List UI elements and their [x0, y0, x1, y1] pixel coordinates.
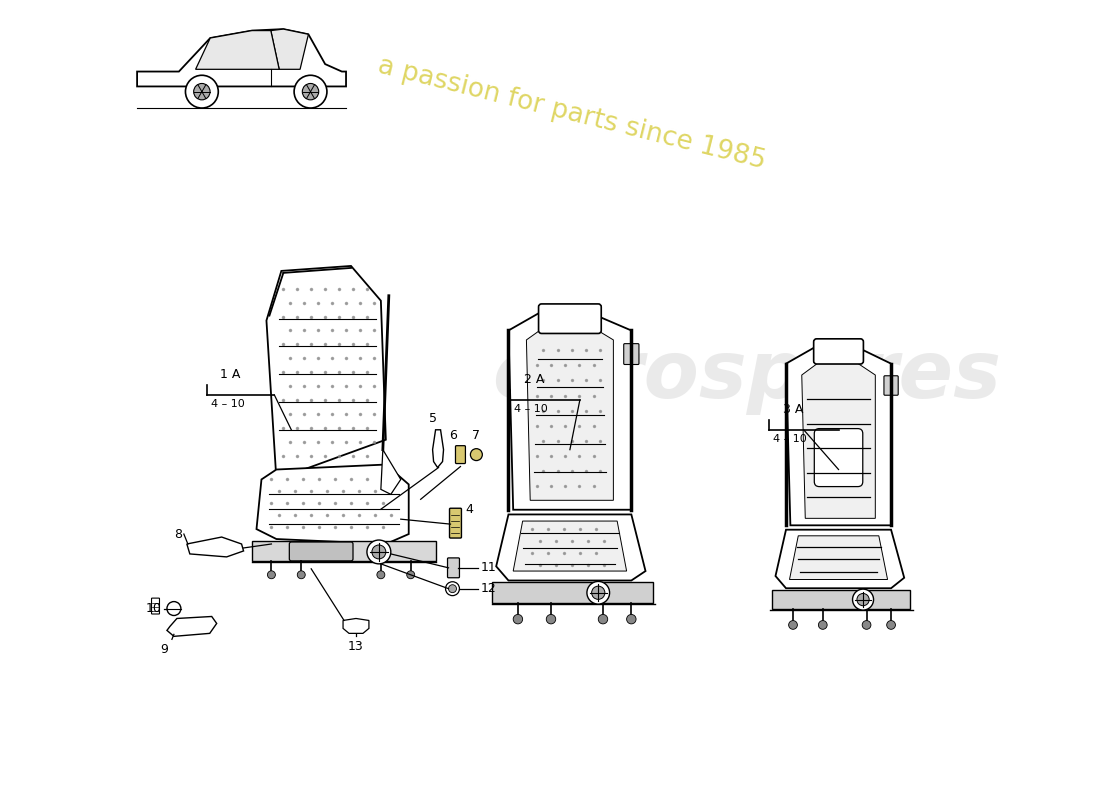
Text: 7: 7 [472, 429, 481, 442]
Circle shape [372, 545, 386, 559]
FancyBboxPatch shape [884, 376, 899, 395]
Text: a passion for parts since 1985: a passion for parts since 1985 [375, 53, 769, 175]
FancyBboxPatch shape [252, 541, 436, 561]
Polygon shape [138, 29, 346, 86]
Circle shape [167, 602, 180, 615]
Polygon shape [256, 465, 409, 544]
Circle shape [789, 621, 797, 630]
Circle shape [887, 621, 895, 630]
Circle shape [862, 621, 871, 630]
Text: 3 A: 3 A [783, 403, 803, 416]
Polygon shape [790, 536, 888, 579]
Circle shape [294, 75, 327, 108]
FancyBboxPatch shape [539, 304, 602, 334]
Text: 10: 10 [146, 602, 162, 615]
Polygon shape [776, 530, 904, 588]
Polygon shape [196, 30, 279, 70]
FancyBboxPatch shape [772, 590, 911, 610]
Polygon shape [802, 358, 876, 518]
Text: 6: 6 [450, 429, 458, 442]
Polygon shape [786, 346, 891, 526]
Circle shape [587, 582, 609, 604]
Circle shape [302, 83, 319, 100]
Circle shape [446, 582, 460, 596]
Circle shape [194, 83, 210, 100]
Circle shape [514, 614, 522, 624]
FancyBboxPatch shape [624, 344, 639, 365]
FancyBboxPatch shape [289, 542, 353, 561]
Polygon shape [508, 312, 631, 510]
Circle shape [547, 614, 556, 624]
Polygon shape [266, 266, 386, 479]
Polygon shape [496, 514, 646, 581]
Circle shape [627, 614, 636, 624]
Polygon shape [343, 618, 368, 634]
FancyBboxPatch shape [152, 598, 160, 614]
Circle shape [407, 571, 415, 578]
Polygon shape [432, 430, 443, 467]
Text: 4 – 10: 4 – 10 [514, 404, 548, 414]
FancyBboxPatch shape [450, 508, 461, 538]
Text: 2 A: 2 A [525, 373, 544, 386]
Circle shape [857, 594, 869, 606]
Text: 12: 12 [481, 582, 496, 595]
Text: 13: 13 [348, 640, 364, 654]
Circle shape [449, 585, 456, 593]
FancyBboxPatch shape [814, 429, 862, 486]
Circle shape [471, 449, 482, 461]
FancyBboxPatch shape [455, 446, 465, 463]
FancyBboxPatch shape [448, 558, 460, 578]
Text: eurospares: eurospares [493, 337, 1001, 415]
Circle shape [297, 571, 305, 578]
Text: 9: 9 [160, 643, 168, 656]
Text: 8: 8 [174, 527, 182, 541]
Circle shape [377, 571, 385, 578]
Circle shape [598, 614, 607, 624]
Polygon shape [381, 450, 400, 494]
Polygon shape [514, 521, 627, 571]
Circle shape [592, 586, 605, 599]
Polygon shape [271, 29, 308, 70]
Text: 4 – 10: 4 – 10 [773, 434, 806, 444]
FancyBboxPatch shape [814, 339, 864, 364]
FancyBboxPatch shape [493, 582, 653, 603]
Polygon shape [167, 617, 217, 636]
Text: 5: 5 [429, 412, 437, 425]
Circle shape [367, 540, 390, 564]
Circle shape [818, 621, 827, 630]
Circle shape [267, 571, 275, 578]
Polygon shape [187, 537, 243, 557]
Text: 11: 11 [481, 562, 496, 574]
Text: 4 – 10: 4 – 10 [211, 399, 244, 409]
Circle shape [186, 75, 218, 108]
Circle shape [852, 589, 873, 610]
Polygon shape [527, 321, 614, 500]
Text: 1 A: 1 A [220, 368, 241, 381]
Text: 4: 4 [465, 502, 473, 516]
